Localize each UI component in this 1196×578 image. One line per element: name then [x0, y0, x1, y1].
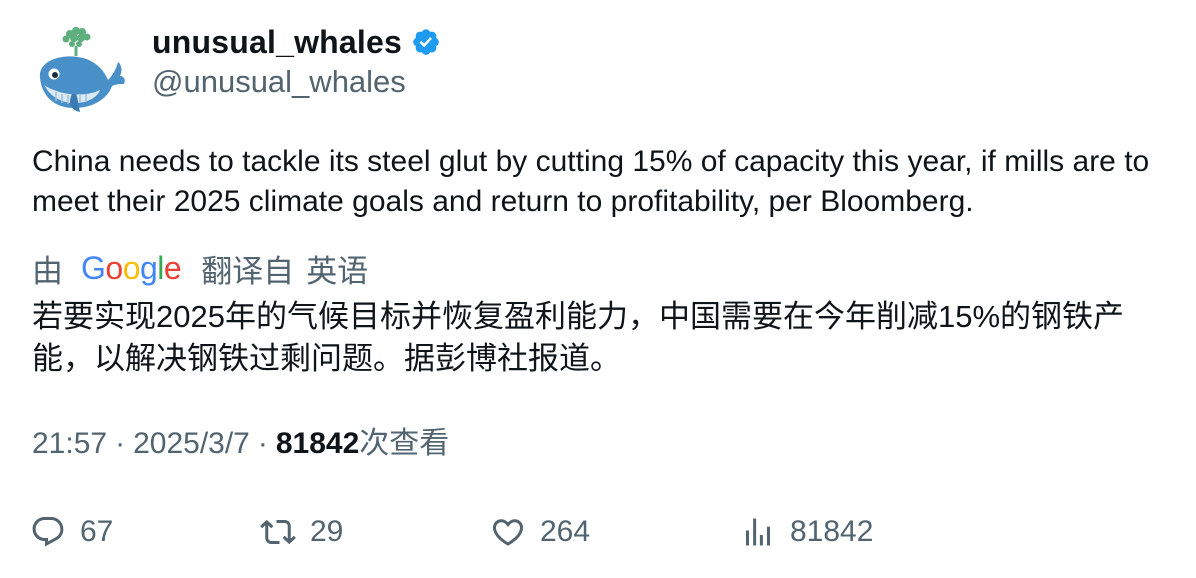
like-count: 264 — [540, 515, 591, 548]
tweet-time[interactable]: 21:57 — [32, 427, 108, 460]
translated-text: 若要实现2025年的气候目标并恢复盈利能力，中国需要在今年削减15%的钢铁产能，… — [32, 299, 1125, 376]
views-label: 次查看 — [359, 427, 450, 460]
translated-from-label: 翻译自 — [201, 253, 295, 289]
meta-separator: · — [257, 427, 268, 460]
author-block: unusual_whales @unusual_whales — [152, 22, 441, 102]
views-button[interactable]: 81842 — [740, 508, 873, 556]
retweet-count: 29 — [310, 515, 344, 548]
reply-icon — [32, 517, 64, 547]
translation-attribution: 由 Google 翻译自 英语 — [32, 248, 369, 289]
retweet-button[interactable]: 29 — [260, 508, 343, 556]
retweet-icon — [260, 519, 296, 545]
views-count: 81842 — [275, 427, 360, 460]
tweet-date[interactable]: 2025/3/7 — [133, 427, 250, 460]
action-bar: 67 29 264 81842 — [0, 508, 1196, 556]
display-name[interactable]: unusual_whales — [152, 23, 402, 60]
meta-separator: · — [115, 427, 126, 460]
display-name-row: unusual_whales — [152, 22, 441, 62]
translation-by-label: 由 — [32, 253, 63, 289]
views-icon — [746, 518, 770, 546]
views-action-count: 81842 — [790, 515, 874, 548]
reply-count: 67 — [80, 515, 114, 548]
tweet-text: China needs to tackle its steel glut by … — [32, 145, 1150, 218]
whale-avatar-icon[interactable] — [28, 24, 128, 114]
reply-button[interactable]: 67 — [30, 508, 113, 556]
like-button[interactable]: 264 — [490, 508, 590, 556]
heart-icon — [492, 519, 524, 546]
source-language: 英语 — [306, 253, 369, 289]
author-handle[interactable]: @unusual_whales — [152, 64, 406, 99]
google-logo[interactable]: Google — [81, 249, 182, 286]
verified-badge-icon[interactable] — [411, 27, 441, 57]
tweet-meta: 21:57 · 2025/3/7 · 81842 次查看 — [32, 424, 449, 464]
